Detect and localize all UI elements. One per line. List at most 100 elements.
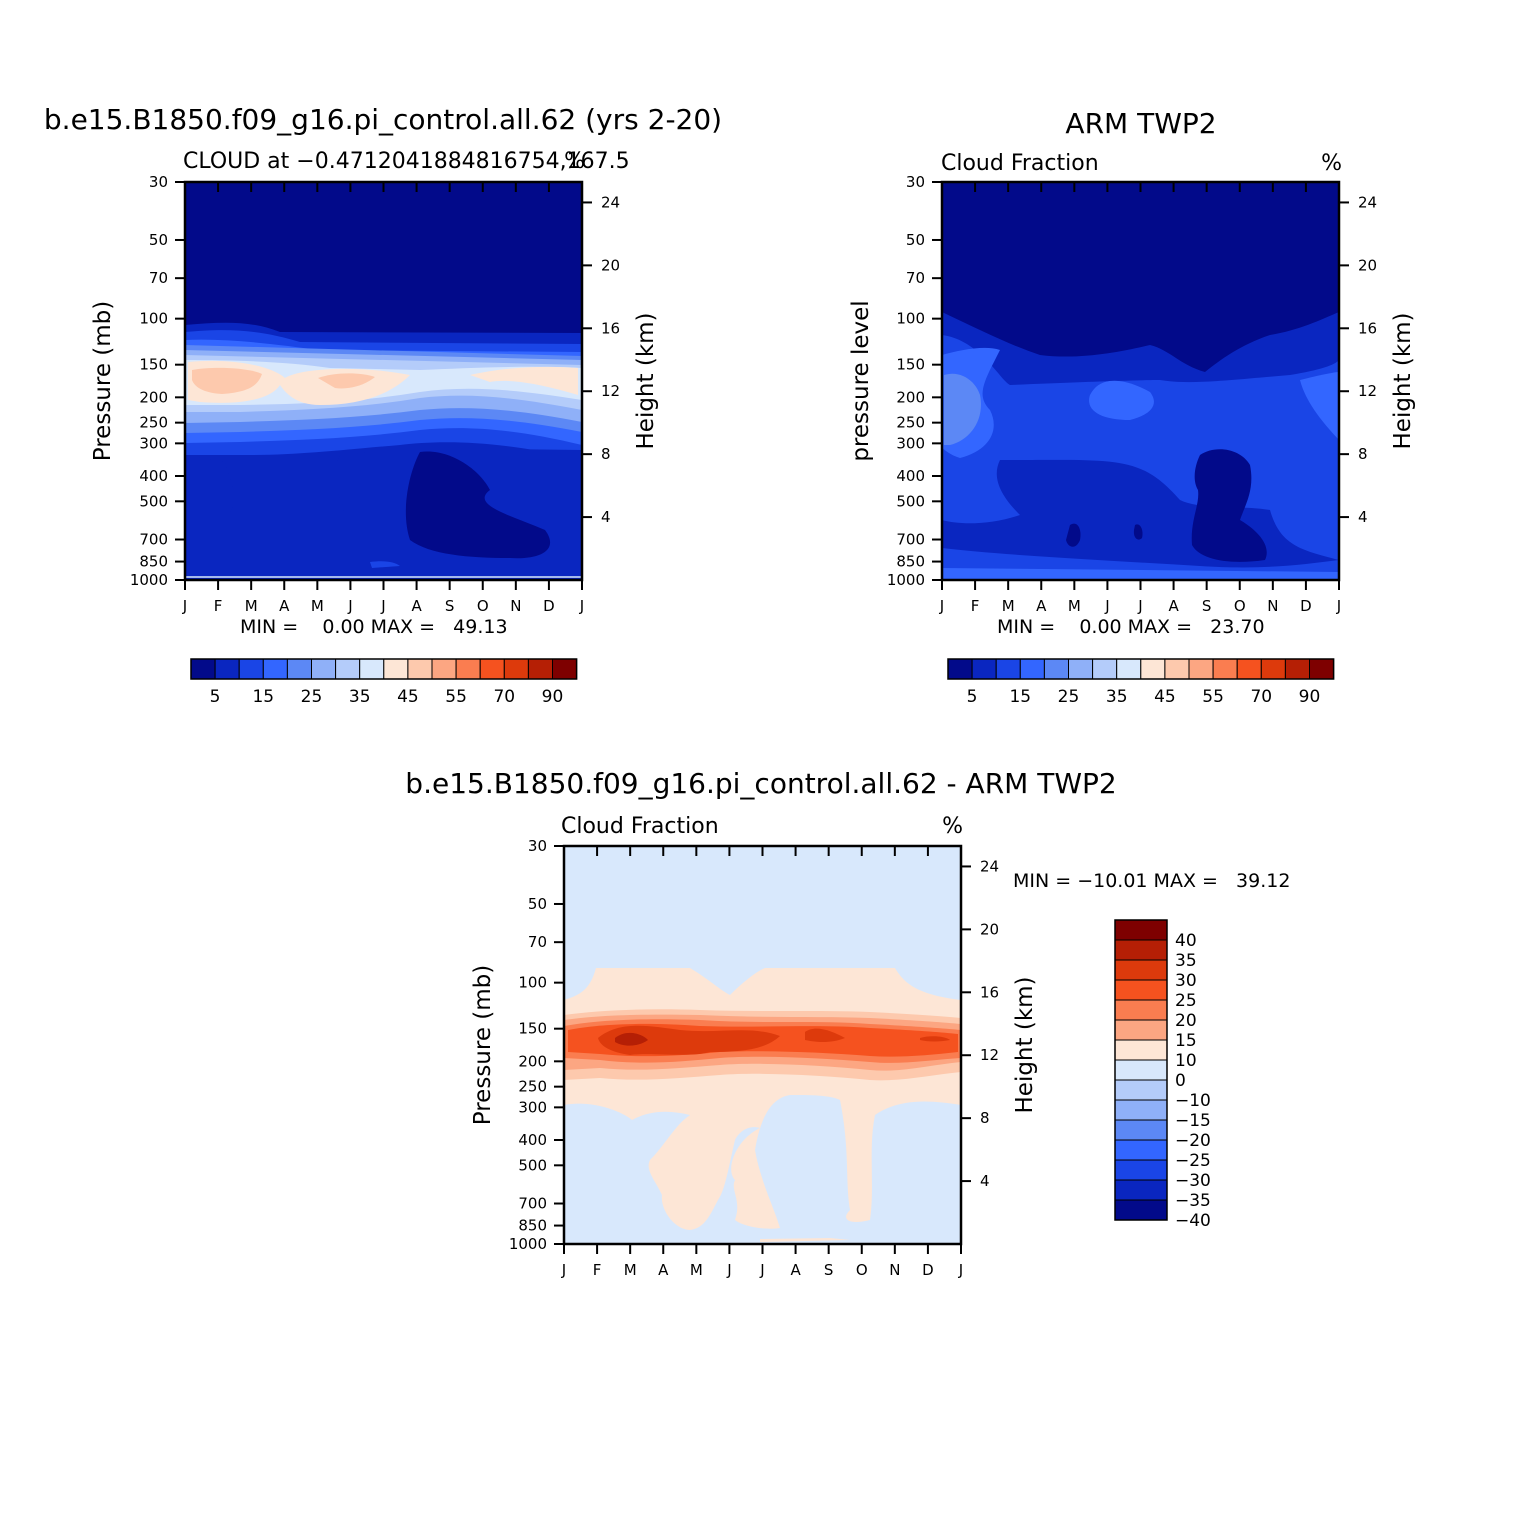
x-tick-label: N	[889, 1261, 900, 1279]
panel-obs-ylabel-left: pressure level	[848, 300, 874, 461]
colorbar-swatch	[286, 658, 312, 680]
colorbar-label: −30	[1175, 1171, 1211, 1191]
panel-model-subtitle: CLOUD at −0.4712041884816754,167.5	[183, 149, 630, 174]
obs-band-15-20c	[1300, 372, 1339, 440]
colorbar-label: 5	[210, 687, 221, 707]
obs-band-surface-2	[942, 568, 1339, 580]
colorbar-label: 90	[1299, 687, 1321, 707]
colorbar-label: 55	[445, 687, 467, 707]
colorbar-swatch	[1212, 658, 1238, 680]
panel-obs: ARM TWP2 Cloud Fraction % J F M A M J J A S O N D J 3…	[848, 107, 1416, 707]
colorbar-label: −25	[1175, 1151, 1211, 1171]
y-tick-label-pressure: 1000	[887, 571, 925, 589]
colorbar-label: 25	[1175, 991, 1197, 1011]
obs-band-dark-core	[1191, 449, 1267, 562]
panel-obs-stats: MIN = 0.00 MAX = 23.70	[997, 616, 1265, 638]
colorbar-swatch	[552, 658, 578, 680]
x-tick-label: D	[922, 1261, 934, 1279]
y-tick-label-pressure: 200	[518, 1052, 547, 1070]
panel-diff-title: b.e15.B1850.f09_g16.pi_control.all.62 - …	[405, 767, 1116, 800]
panel-obs-subtitle: Cloud Fraction	[941, 151, 1099, 176]
x-tick-label: J	[939, 597, 944, 615]
colorbar-swatch	[1068, 658, 1094, 680]
x-tick-label: A	[1036, 597, 1047, 615]
x-tick-label: M	[311, 597, 324, 615]
colorbar-swatch	[1260, 658, 1286, 680]
colorbar-label: 40	[1175, 931, 1197, 951]
colorbar-label: −40	[1175, 1211, 1211, 1231]
colorbar-swatch	[1114, 1159, 1168, 1181]
panel-obs-axes: J F M A M J J A S O N D J 30 50 70 100 150 200 250 300 400 500…	[887, 173, 1377, 615]
y-tick-label-pressure: 300	[896, 434, 925, 452]
x-tick-label: D	[1300, 597, 1312, 615]
colorbar-swatch	[214, 658, 240, 680]
colorbar-label: 25	[1058, 687, 1080, 707]
x-tick-label: J	[759, 1261, 764, 1279]
colorbar-label: −15	[1175, 1111, 1211, 1131]
panel-obs-contour-field	[942, 182, 1339, 580]
colorbar-label: 35	[349, 687, 371, 707]
y-tick-label-pressure: 250	[896, 414, 925, 432]
colorbar-swatch	[359, 658, 385, 680]
panel-model-axes: J F M A M J J A S O N D J 30 50 70 100 150 200 250 300 400 500…	[130, 173, 620, 615]
y-tick-label-pressure: 50	[149, 231, 168, 249]
colorbar-swatch	[1114, 919, 1168, 941]
panel-diff-ylabel-right: Height (km)	[1012, 976, 1038, 1113]
x-tick-label: N	[1267, 597, 1278, 615]
colorbar-swatch	[1114, 999, 1168, 1021]
colorbar-label: 0	[1175, 1071, 1186, 1091]
y-tick-label-pressure: 200	[139, 388, 168, 406]
obs-band-dark-spot-1	[1066, 523, 1081, 547]
y-tick-label-pressure: 850	[896, 553, 925, 571]
panel-diff-ylabel-left: Pressure (mb)	[470, 965, 496, 1125]
x-tick-label: O	[477, 597, 489, 615]
y-tick-label-pressure: 250	[518, 1078, 547, 1096]
y-tick-label-pressure: 150	[518, 1020, 547, 1038]
colorbar-frame	[1114, 919, 1168, 1221]
x-tick-label: S	[1202, 597, 1212, 615]
colorbar-swatch	[971, 658, 997, 680]
y-tick-label-pressure: 300	[139, 434, 168, 452]
colorbar-swatch	[1114, 1059, 1168, 1081]
band-peach-right	[470, 366, 578, 395]
colorbar-swatch	[1092, 658, 1118, 680]
colorbar-label: 55	[1202, 687, 1224, 707]
x-tick-label: O	[1234, 597, 1246, 615]
y-tick-label-height: 16	[601, 319, 620, 337]
colorbar-label: −10	[1175, 1091, 1211, 1111]
x-tick-label: A	[279, 597, 290, 615]
colorbar-swatch	[1188, 658, 1214, 680]
panel-model-ylabel-left: Pressure (mb)	[90, 301, 116, 461]
colorbar-label: 45	[397, 687, 419, 707]
colorbar-swatch	[407, 658, 433, 680]
band-salmon-1	[192, 367, 262, 394]
colorbar-swatch	[1284, 658, 1311, 680]
panel-diff-axes: J F M A M J J A S O N D J 30 50 70 100 150 200 250 300 400 500…	[509, 837, 999, 1279]
x-tick-label: J	[958, 1261, 963, 1279]
x-tick-label: S	[445, 597, 455, 615]
panel-diff-subtitle: Cloud Fraction	[561, 814, 719, 839]
x-tick-label: J	[1104, 597, 1109, 615]
colorbar-label: 15	[1009, 687, 1031, 707]
y-tick-label-pressure: 1000	[509, 1235, 547, 1253]
x-tick-label: N	[510, 597, 521, 615]
colorbar-label: 90	[542, 687, 564, 707]
x-tick-label: M	[690, 1261, 703, 1279]
colorbar-label: 15	[252, 687, 274, 707]
panel-obs-units: %	[1321, 151, 1342, 176]
y-tick-label-pressure: 250	[139, 414, 168, 432]
colorbar-label: 5	[967, 687, 978, 707]
colorbar-swatch	[238, 658, 264, 680]
panel-model-units: %	[564, 149, 585, 174]
x-tick-label: J	[1336, 597, 1341, 615]
x-tick-label: A	[790, 1261, 801, 1279]
colorbar-swatch	[1164, 658, 1190, 680]
x-tick-label: J	[561, 1261, 566, 1279]
y-tick-label-height: 24	[980, 857, 999, 875]
y-tick-label-pressure: 500	[139, 492, 168, 510]
x-tick-label: F	[593, 1261, 602, 1279]
colorbar-swatch	[431, 658, 457, 680]
y-tick-label-pressure: 150	[139, 356, 168, 374]
y-tick-label-pressure: 850	[139, 553, 168, 571]
colorbar-swatch	[1114, 979, 1168, 1001]
